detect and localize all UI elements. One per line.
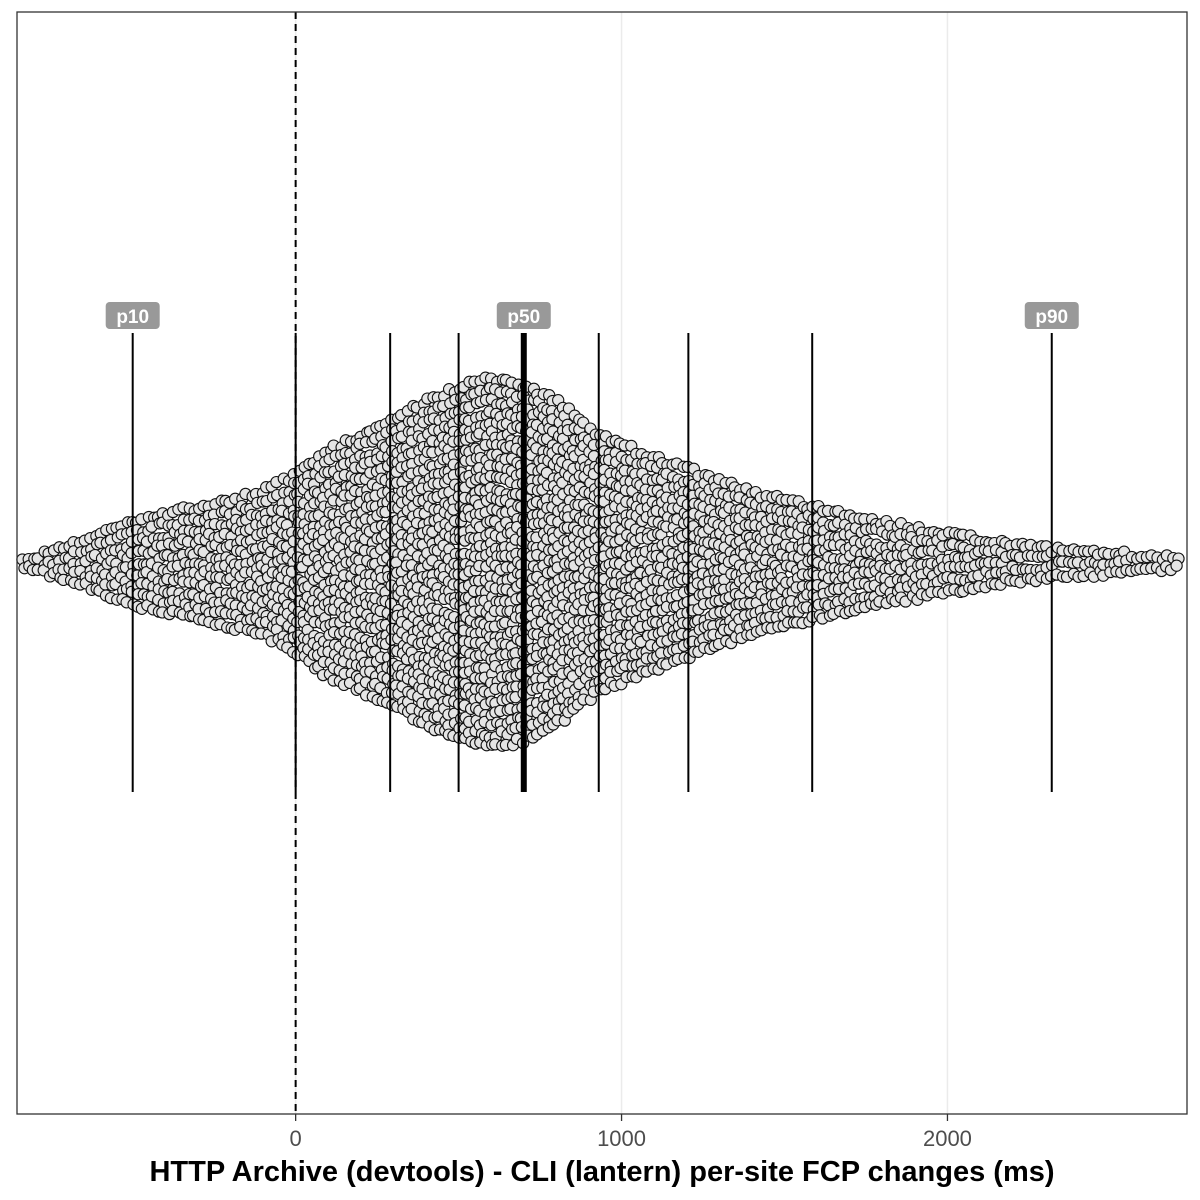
x-tick-label: 2000 <box>923 1126 972 1151</box>
x-tick-label: 0 <box>290 1126 302 1151</box>
data-point <box>1170 559 1183 572</box>
percentile-label-p90: p90 <box>1035 307 1068 328</box>
percentile-label-p50: p50 <box>507 307 540 328</box>
percentile-label-p10: p10 <box>116 307 149 328</box>
x-tick-label: 1000 <box>597 1126 646 1151</box>
points-layer <box>16 371 1185 752</box>
x-axis-title: HTTP Archive (devtools) - CLI (lantern) … <box>149 1156 1054 1188</box>
